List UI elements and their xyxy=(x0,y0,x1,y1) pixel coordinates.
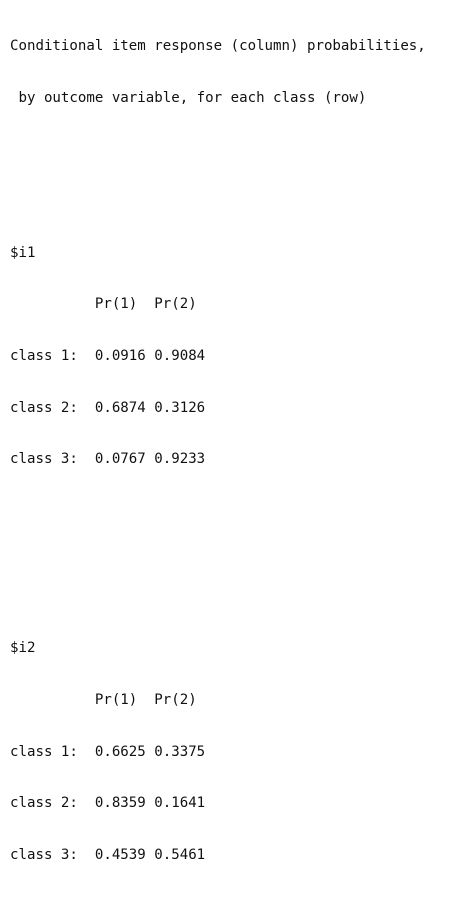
blank-line xyxy=(10,537,450,554)
output-header-line-1: Conditional item response (column) proba… xyxy=(10,38,426,55)
column-header: Pr(1) Pr(2) xyxy=(10,296,197,313)
class-row: class 3: 0.0767 0.9233 xyxy=(10,451,206,468)
output-header-line-2: by outcome variable, for each class (row… xyxy=(10,90,367,106)
class-row: class 2: 0.6874 0.3126 xyxy=(10,399,206,416)
console-output: Conditional item response (column) proba… xyxy=(10,4,450,900)
section-i1: $i1 Pr(1) Pr(2) class 1: 0.0916 0.9084 c… xyxy=(10,210,450,502)
class-row: class 3: 0.4539 0.5461 xyxy=(10,846,206,863)
section-i2: $i2 Pr(1) Pr(2) class 1: 0.6625 0.3375 c… xyxy=(10,606,450,898)
section-title: $i2 xyxy=(10,640,36,657)
class-row: class 2: 0.8359 0.1641 xyxy=(10,795,206,812)
section-title: $i1 xyxy=(10,244,36,261)
blank-line xyxy=(10,142,450,159)
class-row: class 1: 0.0916 0.9084 xyxy=(10,347,206,364)
column-header: Pr(1) Pr(2) xyxy=(10,691,197,708)
class-row: class 1: 0.6625 0.3375 xyxy=(10,743,206,760)
